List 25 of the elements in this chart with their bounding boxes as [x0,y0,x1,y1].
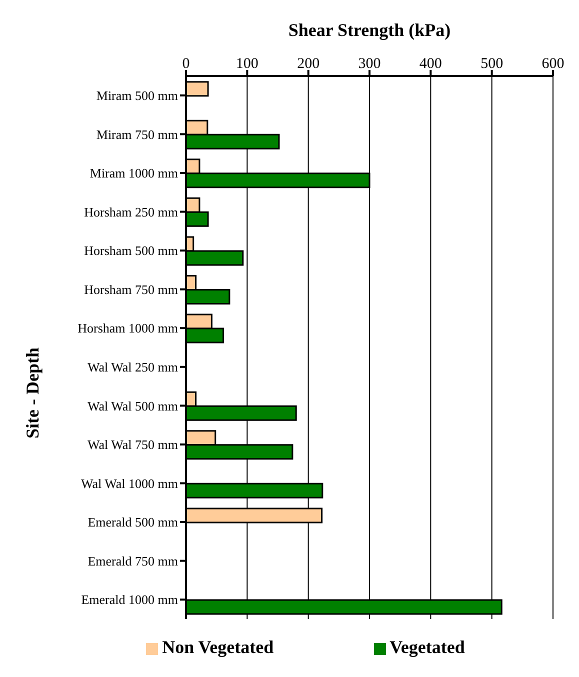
y-tick-label: Horsham 750 mm [84,282,178,297]
x-tick-label: 500 [480,56,504,72]
y-axis-title: Site - Depth [22,348,42,438]
y-tick-label: Miram 500 mm [96,88,178,104]
x-axis-title: Shear Strength (kPa) [288,20,451,40]
y-tick-label: Miram 1000 mm [90,166,178,181]
x-tick-label: 200 [297,56,320,72]
x-tick-label: 100 [236,56,258,72]
y-tick-label: Horsham 500 mm [84,243,178,258]
y-tick-label: Emerald 500 mm [88,514,178,530]
y-tick-label: Wal Wal 750 mm [88,437,178,452]
x-tick-label: 600 [542,56,564,72]
y-tick-label: Miram 750 mm [96,126,178,142]
x-tick-label: 0 [182,56,190,72]
legend-label: Non Vegetated [162,637,274,657]
x-tick-label: 300 [358,56,381,72]
y-tick-label: Emerald 750 mm [88,553,178,568]
legend-label: Vegetated [390,637,465,657]
y-tick-label: Wal Wal 500 mm [88,398,178,414]
y-tick-label: Wal Wal 1000 mm [81,476,178,491]
y-tick-label: Horsham 250 mm [84,204,178,220]
y-tick-label: Emerald 1000 mm [81,592,178,608]
y-tick-label: Horsham 1000 mm [78,320,178,336]
x-tick-label: 400 [419,56,442,72]
y-tick-label: Wal Wal 250 mm [88,360,178,375]
